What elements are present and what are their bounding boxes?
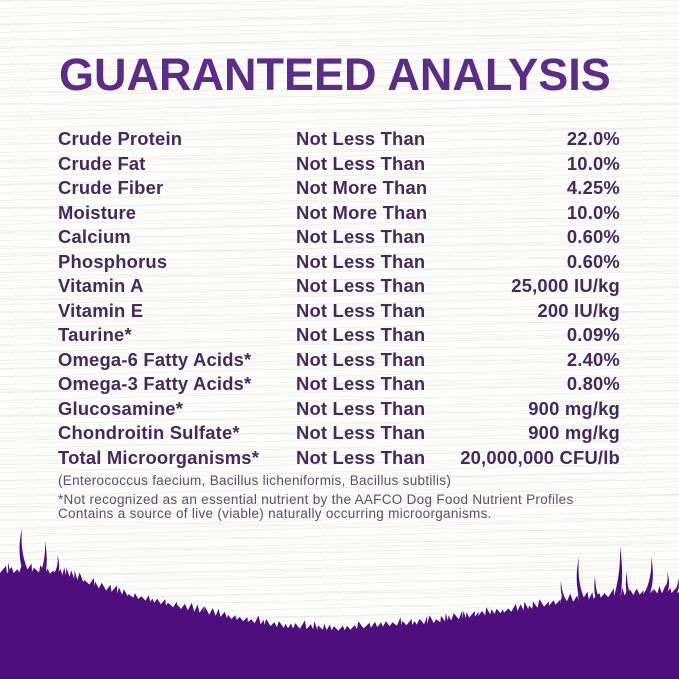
nutrient-value: 10.0% xyxy=(566,201,620,223)
qualifier-text: Not More Than xyxy=(296,201,428,223)
nutrient-name: Taurine* xyxy=(58,324,132,345)
nutrient-name: Omega-3 Fatty Acids* xyxy=(58,373,252,394)
nutrient-name: Vitamin E xyxy=(58,299,144,321)
qualifier-text: Not Less Than xyxy=(296,422,426,443)
table-row: Chondroitin Sulfate* Not Less Than 900 m… xyxy=(58,421,620,446)
qualifier-text: Not Less Than xyxy=(296,275,426,296)
nutrient-value: 20,000,000 CFU/lb xyxy=(460,446,620,468)
nutrient-name: Phosphorus xyxy=(58,250,168,272)
nutrient-name: Crude Fiber xyxy=(58,177,164,198)
qualifier-text: Not Less Than xyxy=(296,152,426,174)
nutrient-name: Vitamin A xyxy=(58,275,144,296)
qualifier-text: Not Less Than xyxy=(296,397,426,419)
nutrient-value: 200 IU/kg xyxy=(537,299,620,321)
qualifier-text: Not Less Than xyxy=(296,324,426,345)
grass-mound xyxy=(0,563,679,679)
table-row: Vitamin A Not Less Than 25,000 IU/kg xyxy=(58,274,620,299)
table-row: Omega-6 Fatty Acids* Not Less Than 2.40% xyxy=(58,348,620,373)
nutrient-name: Crude Fat xyxy=(58,152,146,174)
qualifier-text: Not Less Than xyxy=(296,373,426,394)
nutrient-name: Chondroitin Sulfate* xyxy=(58,422,240,443)
nutrient-value: 0.80% xyxy=(566,373,620,394)
table-row: Glucosamine* Not Less Than 900 mg/kg xyxy=(58,397,620,422)
table-row: Vitamin E Not Less Than 200 IU/kg xyxy=(58,299,620,324)
nutrient-value: 22.0% xyxy=(566,128,620,149)
table-row: Total Microorganisms* Not Less Than 20,0… xyxy=(58,446,620,471)
qualifier-text: Not Less Than xyxy=(296,348,426,370)
page-title: GUARANTEED ANALYSIS xyxy=(59,49,611,100)
grass-silhouette xyxy=(0,528,679,679)
table-row: Taurine* Not Less Than 0.09% xyxy=(58,323,620,348)
nutrient-value: 0.09% xyxy=(566,324,620,345)
nutrient-value: 0.60% xyxy=(566,250,620,272)
analysis-table: Crude Protein Not Less Than 22.0% Crude … xyxy=(58,127,620,470)
nutrient-name: Moisture xyxy=(58,201,137,223)
table-row: Omega-3 Fatty Acids* Not Less Than 0.80% xyxy=(58,372,620,397)
qualifier-text: Not Less Than xyxy=(296,226,426,247)
footnote-line: *Not recognized as an essential nutrient… xyxy=(58,491,574,507)
nutrient-name: Total Microorganisms* xyxy=(58,446,260,468)
qualifier-text: Not Less Than xyxy=(296,250,426,272)
nutrient-value: 900 mg/kg xyxy=(528,422,620,443)
nutrient-value: 4.25% xyxy=(566,177,620,198)
qualifier-text: Not More Than xyxy=(296,177,428,198)
table-row: Crude Protein Not Less Than 22.0% xyxy=(58,127,620,152)
nutrient-value: 900 mg/kg xyxy=(528,397,620,419)
qualifier-text: Not Less Than xyxy=(296,446,426,468)
footnotes: *Not recognized as an essential nutrient… xyxy=(58,491,638,522)
qualifier-text: Not Less Than xyxy=(296,299,426,321)
nutrient-value: 25,000 IU/kg xyxy=(511,275,620,296)
nutrient-name: Omega-6 Fatty Acids* xyxy=(58,348,252,370)
nutrient-value: 0.60% xyxy=(566,226,620,247)
table-row: Calcium Not Less Than 0.60% xyxy=(58,225,620,250)
table-row: Crude Fiber Not More Than 4.25% xyxy=(58,176,620,201)
nutrient-value: 10.0% xyxy=(566,152,620,174)
nutrient-value: 2.40% xyxy=(566,348,620,370)
nutrient-name: Calcium xyxy=(58,226,131,247)
qualifier-text: Not Less Than xyxy=(296,128,426,149)
table-row: Crude Fat Not Less Than 10.0% xyxy=(58,152,620,177)
table-row: Moisture Not More Than 10.0% xyxy=(58,201,620,226)
footnote-line: Contains a source of live (viable) natur… xyxy=(58,506,492,522)
nutrient-name: Crude Protein xyxy=(58,128,183,149)
table-row: Phosphorus Not Less Than 0.60% xyxy=(58,250,620,275)
nutrient-name: Glucosamine* xyxy=(58,397,184,419)
microorganisms-detail: (Enterococcus faecium, Bacillus lichenif… xyxy=(58,473,452,488)
